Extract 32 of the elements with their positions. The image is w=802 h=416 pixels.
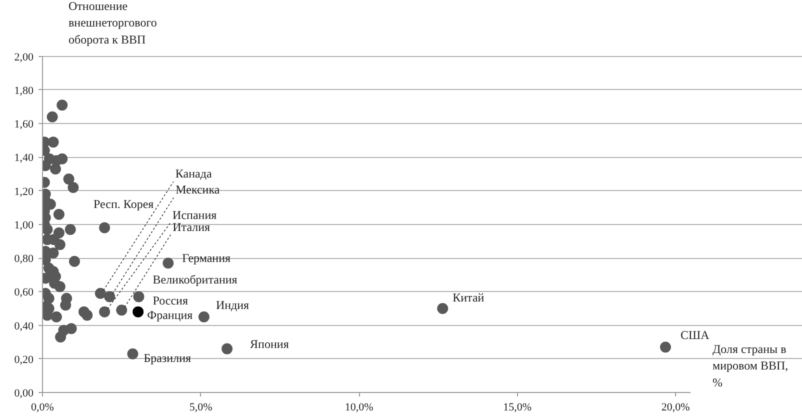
annotation: Китай (452, 290, 485, 304)
x-tick-label: 10,0% (344, 402, 374, 414)
x-tick-label: 5,0% (189, 402, 212, 414)
annotation: Италия (172, 220, 211, 234)
annotation: США (680, 328, 710, 342)
y-tick-label: 2,00 (14, 51, 34, 64)
annotation: Германия (182, 251, 232, 266)
y-tick-label: 1,60 (14, 118, 34, 131)
annotation: Мексика (176, 182, 220, 197)
annotation: Япония (250, 336, 290, 351)
y-tick-label: 0,00 (14, 388, 34, 400)
y-tick-label: 0,60 (14, 286, 34, 299)
y-tick-label: 0,80 (14, 253, 34, 266)
y-tick-label: 0,20 (14, 354, 34, 366)
y-tick-label: 1,00 (14, 219, 34, 232)
y-tick-label: 1,40 (14, 152, 34, 164)
y-tick-label: 1,80 (14, 84, 34, 97)
annotation: Респ. Корея (94, 196, 154, 211)
annotation: Бразилия (144, 350, 192, 365)
annotation: Индия (216, 298, 250, 312)
annotation: Испания (172, 208, 218, 222)
annotation: Россия (152, 294, 188, 308)
x-axis-title: Доля страны в мировом ВВП, % (712, 342, 788, 390)
annotation: Великобритания (152, 272, 238, 287)
y-axis-title: Отношение внешнеторгового оборота к ВВП (68, 0, 157, 46)
y-tick-label: 0,40 (14, 320, 34, 332)
y-tick-label: 1,20 (14, 186, 34, 198)
annotation: Канада (175, 166, 212, 180)
annotation: Франция (147, 308, 194, 322)
x-tick-label: 20,0% (661, 402, 690, 414)
x-tick-label: 0,0% (31, 402, 54, 414)
x-tick-label: 15,0% (503, 402, 532, 414)
